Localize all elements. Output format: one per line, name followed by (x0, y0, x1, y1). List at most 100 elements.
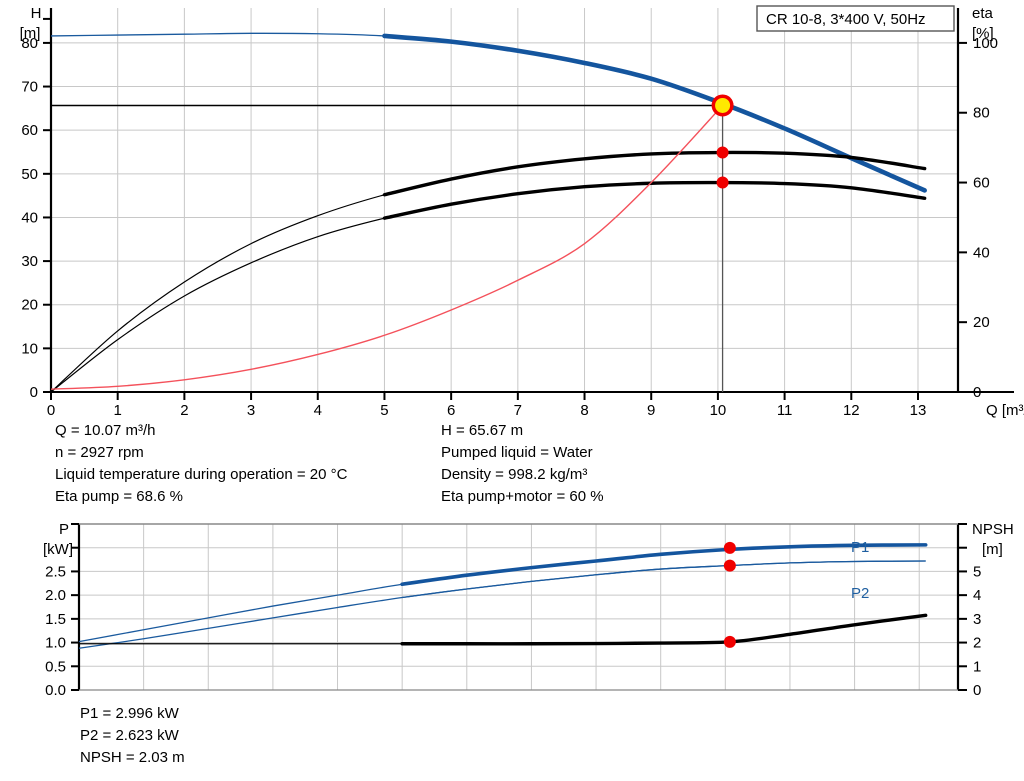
curve-eta-pump-operating-range (382, 150, 927, 197)
p-tick-label: 2.5 (45, 563, 66, 580)
y-tick-label: 20 (21, 297, 38, 314)
power-info-line: P1 = 2.996 kW (80, 705, 180, 722)
lower-left-axis-title: P (59, 521, 69, 538)
lower-series-labels: P1 P2 (851, 539, 869, 602)
lower-right-axis-unit: [m] (982, 541, 1003, 558)
lower-frame (77, 523, 960, 691)
power-info: P1 = 2.996 kW P2 = 2.623 kW NPSH = 2.03 m (80, 705, 185, 766)
upper-curves (50, 32, 927, 393)
curve-h-head-full-range (50, 32, 925, 191)
p-tick-label: 0.0 (45, 682, 66, 699)
x-tick-label: 8 (580, 402, 588, 419)
operating-info: Q = 10.07 m³/h n = 2927 rpm Liquid tempera… (55, 422, 604, 505)
npsh-tick-label: 0 (973, 682, 981, 699)
y-tick-label: 10 (21, 340, 38, 357)
p-tick-label: 1.0 (45, 635, 66, 652)
x-tick-label: 13 (910, 402, 927, 419)
title-box: CR 10-8, 3*400 V, 50Hz (756, 5, 955, 32)
duty-point-center[interactable] (715, 97, 731, 113)
info-left-line: Eta pump = 68.6 % (55, 488, 183, 505)
npsh-tick-label: 2 (973, 635, 981, 652)
series-label-p2: P2 (851, 585, 869, 602)
y-tick-label: 30 (21, 253, 38, 270)
upper-markers (711, 94, 734, 189)
x-tick-label: 10 (710, 402, 727, 419)
info-right-line: H = 65.67 m (441, 422, 523, 439)
y-tick-label: 0 (30, 384, 38, 401)
info-left-line: n = 2927 rpm (55, 444, 144, 461)
upper-x-axis-title: Q [m³/h] (986, 402, 1024, 419)
lower-left-axis-unit: [kW] (43, 541, 73, 558)
curve-eta-pump (50, 151, 925, 393)
curve-eta-pump-motor (50, 181, 925, 393)
curve-p1-operating-range (400, 543, 928, 587)
curve-npsh (79, 614, 926, 645)
series-label-p1: P1 (851, 539, 869, 556)
y2-tick-label: 20 (973, 314, 990, 331)
info-right-line: Eta pump+motor = 60 % (441, 488, 604, 505)
p1-duty-point[interactable] (723, 541, 736, 554)
npsh-tick-label: 1 (973, 658, 981, 675)
power-info-line: P2 = 2.623 kW (80, 727, 180, 744)
title-box-label: CR 10-8, 3*400 V, 50Hz (766, 11, 926, 28)
lower-chart: 0.0 0.5 1.0 1.5 2.0 2.5 0 1 2 3 4 5 P [kW] NPSH [m] P1 P2 (43, 521, 1014, 699)
lower-markers (723, 541, 736, 648)
x-tick-label: 12 (843, 402, 860, 419)
y-tick-label: 80 (21, 35, 38, 52)
x-tick-label: 6 (447, 402, 455, 419)
x-tick-label: 11 (777, 402, 793, 419)
x-tick-label: 4 (314, 402, 322, 419)
upper-right-ticks: 0 20 40 60 80 100 (958, 35, 998, 401)
upper-crosshair (51, 104, 724, 392)
x-tick-label: 0 (47, 402, 55, 419)
curve-h-head-operating-range (382, 33, 927, 193)
x-tick-label: 5 (380, 402, 388, 419)
npsh-tick-label: 5 (973, 563, 981, 580)
upper-right-axis-title: eta (972, 5, 994, 22)
x-tick-label: 3 (247, 402, 255, 419)
upper-left-axis-title: H (31, 5, 42, 22)
npsh-tick-label: 4 (973, 587, 981, 604)
x-tick-label: 9 (647, 402, 655, 419)
title-box-frame (756, 5, 955, 32)
curve-p2-operating-range (402, 560, 926, 599)
p-tick-label: 2.0 (45, 587, 66, 604)
y-tick-label: 40 (21, 209, 38, 226)
upper-left-ticks: 0 10 20 30 40 50 60 70 80 (21, 17, 51, 401)
x-tick-label: 2 (180, 402, 188, 419)
curve-system-curve (50, 104, 724, 390)
upper-right-axis-unit: [%] (972, 25, 994, 42)
eta-pump-motor-point[interactable] (716, 176, 729, 189)
curve-eta-pump-motor-operating-range (382, 180, 927, 220)
y-tick-label: 50 (21, 166, 38, 183)
curve-p2 (78, 560, 926, 649)
p-tick-label: 0.5 (45, 658, 66, 675)
curve-npsh-operating-range (400, 613, 928, 646)
info-left-line: Q = 10.07 m³/h (55, 422, 155, 439)
upper-grid (50, 8, 958, 393)
upper-left-axis-unit: [m] (20, 25, 41, 42)
y2-tick-label: 40 (973, 244, 990, 261)
p-tick-label: 1.5 (45, 611, 66, 628)
y2-tick-label: 100 (973, 35, 998, 52)
lower-grid (78, 523, 958, 691)
curve-p1 (78, 544, 926, 643)
info-right-line: Density = 998.2 kg/m³ (441, 466, 587, 483)
lower-curves (78, 543, 928, 649)
npsh-tick-label: 3 (973, 611, 981, 628)
y-tick-label: 60 (21, 122, 38, 139)
y2-tick-label: 60 (973, 175, 990, 192)
lower-right-ticks: 0 1 2 3 4 5 (958, 523, 981, 699)
lower-right-axis-title: NPSH (972, 521, 1014, 538)
eta-pump-point[interactable] (716, 146, 729, 159)
npsh-duty-point[interactable] (723, 635, 736, 648)
p2-duty-point[interactable] (723, 559, 736, 572)
info-right-line: Pumped liquid = Water (441, 444, 593, 461)
upper-frame (49, 8, 1014, 393)
upper-bottom-ticks: 0 1 2 3 4 5 6 7 8 9 10 11 12 13 (47, 392, 927, 419)
y2-tick-label: 80 (973, 105, 990, 122)
y-tick-label: 70 (21, 79, 38, 96)
